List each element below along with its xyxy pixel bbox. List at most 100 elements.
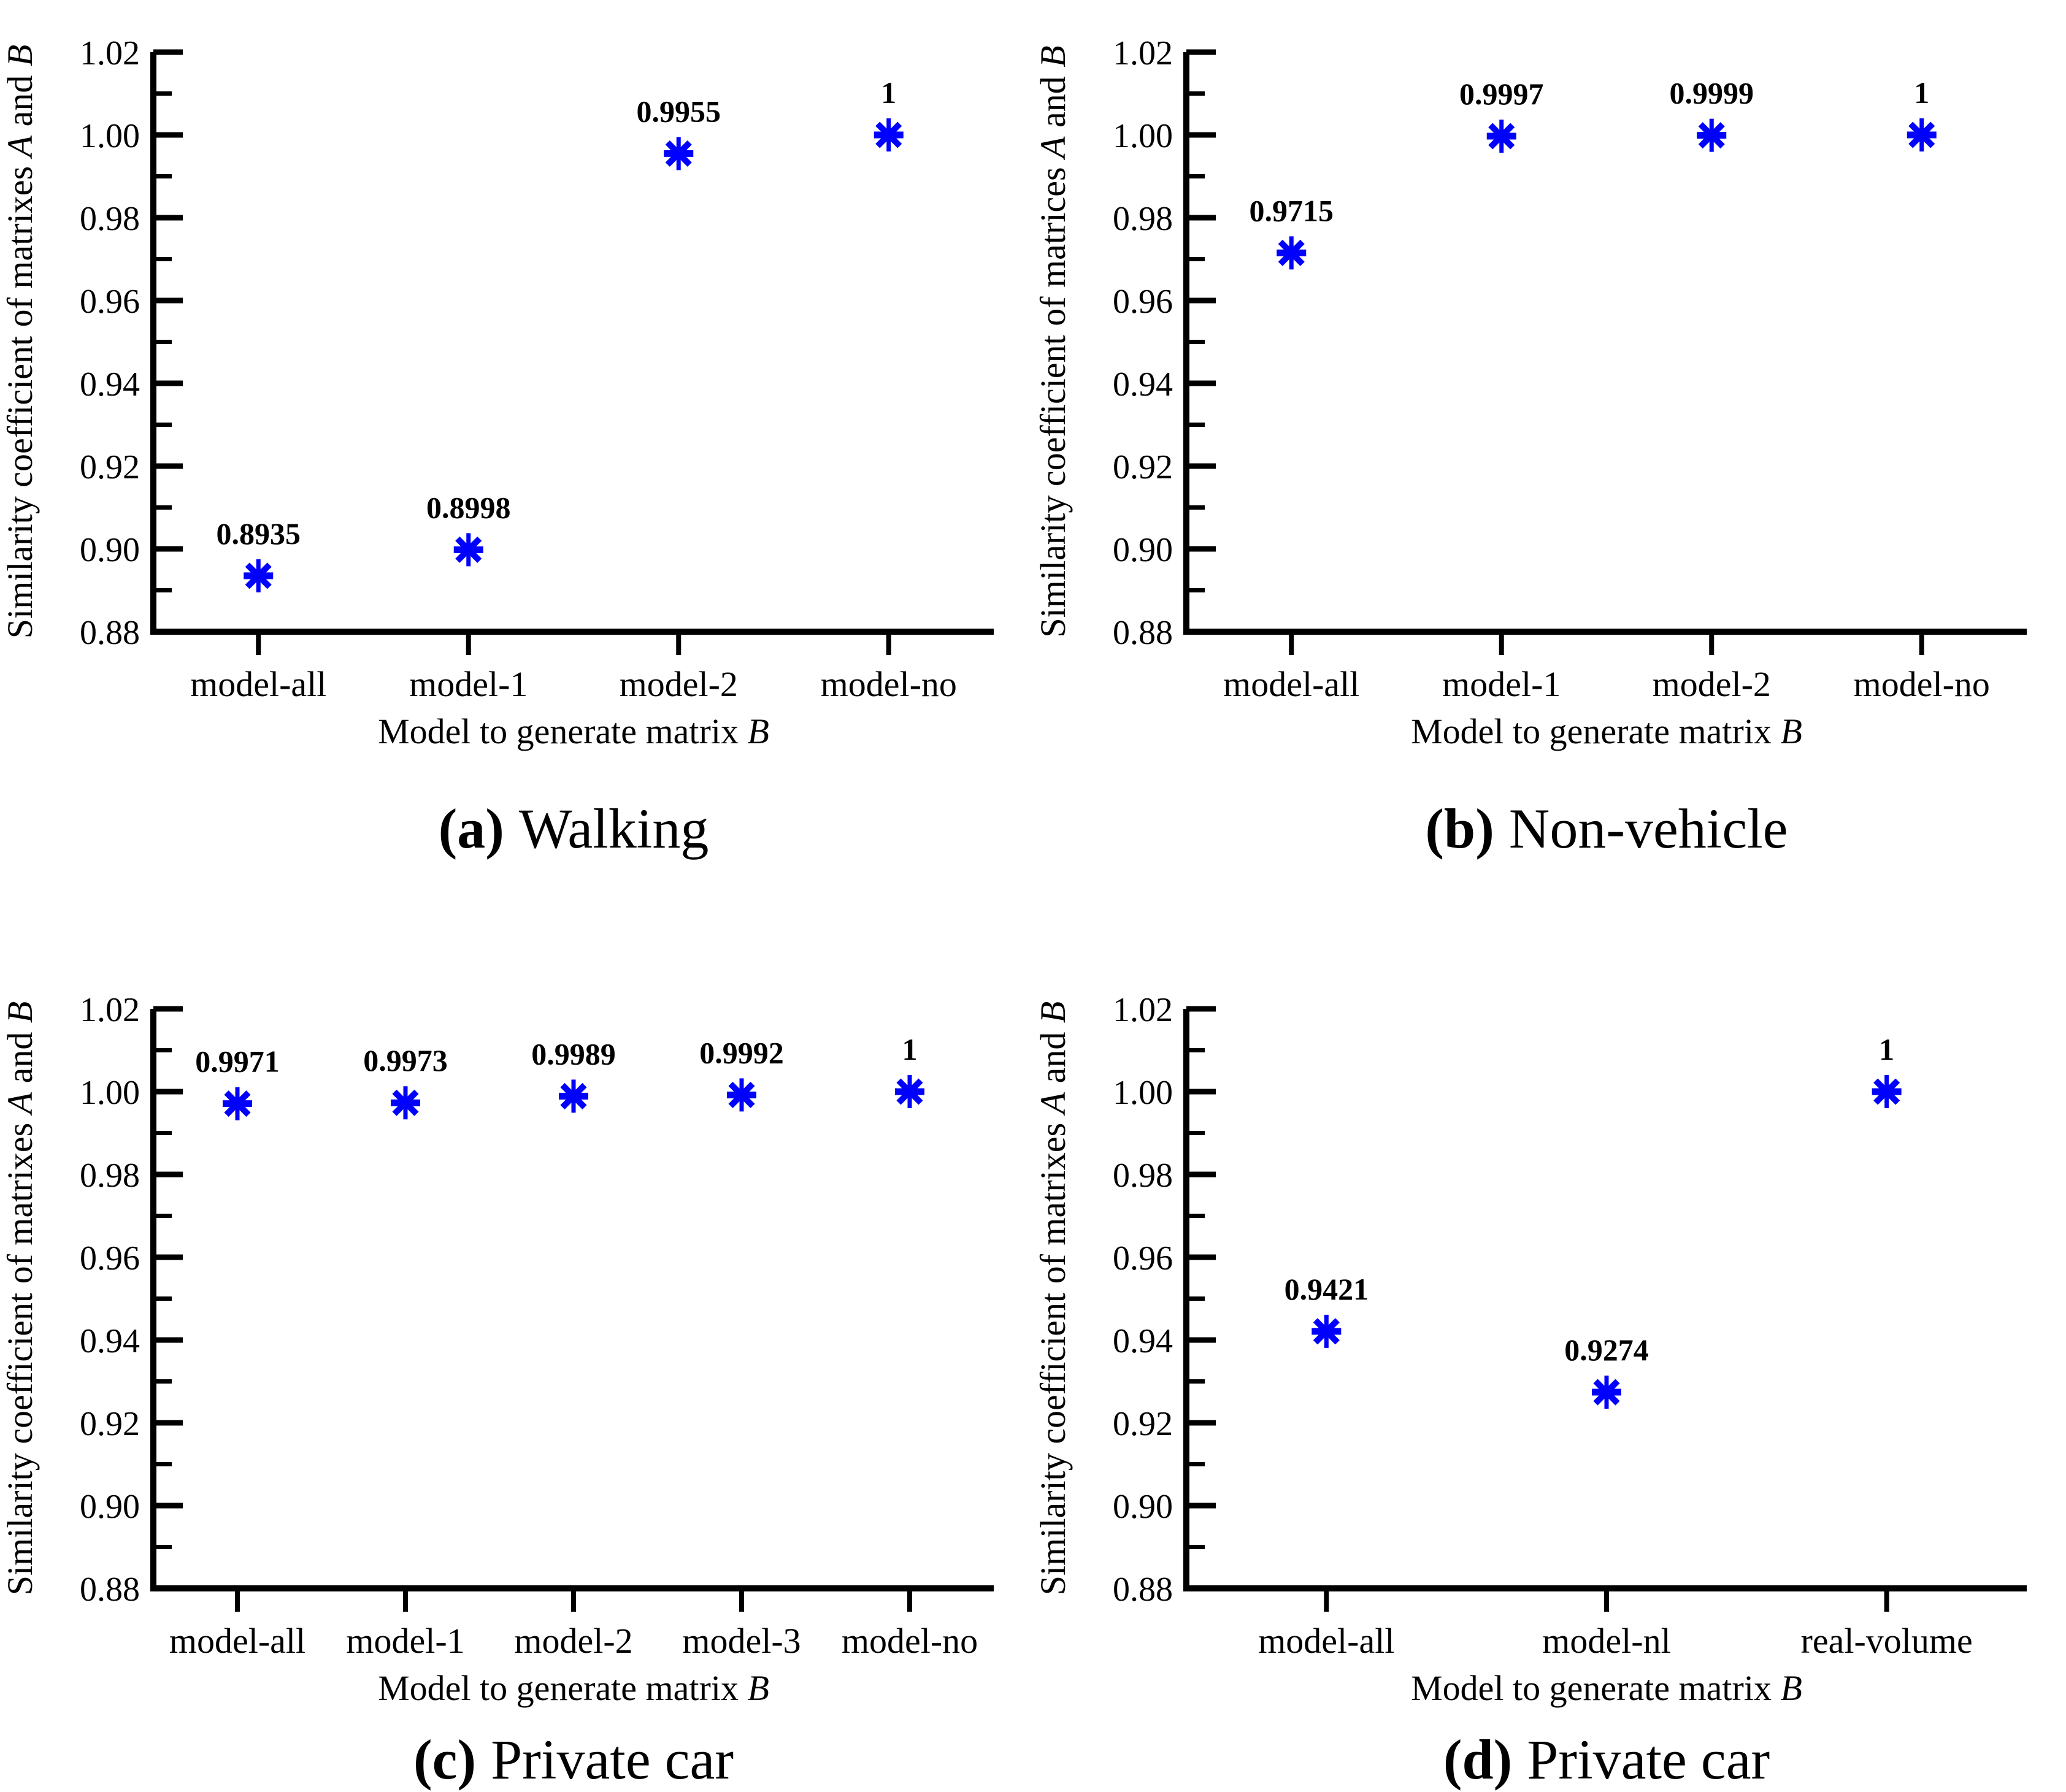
- y-tick-label: 0.90: [1113, 1488, 1173, 1526]
- y-tick-label: 0.90: [1113, 531, 1173, 569]
- y-tick-label: 0.88: [1113, 614, 1173, 652]
- y-tick-label: 0.94: [1113, 366, 1173, 404]
- chart-d: 0.88 0.90 0.92 0.94 0.96 0.98 1.00 1.02 model-al…: [1033, 991, 2027, 1708]
- data-point-marker: [391, 1086, 420, 1120]
- x-axis-title: Model to generate matrix B: [1411, 711, 1802, 751]
- y-tick-label: 0.90: [80, 1488, 140, 1526]
- data-point-marker: [664, 137, 694, 170]
- x-tick-label: model-1: [1442, 664, 1561, 704]
- value-label: 1: [1914, 75, 1929, 110]
- chart-a: 0.88 0.90 0.92 0.94 0.96 0.98 1.00 1.02 model-al…: [0, 34, 994, 751]
- y-tick-label: 1.02: [80, 34, 140, 72]
- y-axis-title: Similarity coefficient of matrices A and…: [1033, 45, 1073, 637]
- x-axis-title: Model to generate matrix B: [1411, 1668, 1802, 1708]
- x-tick-label: model-no: [821, 664, 957, 704]
- axis-spine: [1183, 52, 2027, 635]
- value-label: 0.9715: [1250, 193, 1334, 228]
- x-tick-label: model-all: [1223, 664, 1359, 704]
- x-tick-label: model-all: [169, 1621, 305, 1661]
- x-axis-title: Model to generate matrix B: [378, 711, 769, 751]
- data-point-marker: [453, 533, 483, 567]
- y-tick-label: 1.00: [1113, 117, 1173, 155]
- x-tick-label: model-nl: [1542, 1621, 1670, 1661]
- value-label: 0.9955: [637, 94, 721, 128]
- y-axis-title: Similarity coefficient of matrixes A and…: [0, 1001, 40, 1596]
- y-tick-label: 0.96: [1113, 283, 1173, 321]
- value-label: 1: [881, 75, 896, 110]
- y-tick-label: 0.92: [1113, 1405, 1173, 1443]
- y-tick-label: 0.94: [1113, 1322, 1173, 1360]
- caption-b-letter: (b): [1425, 797, 1494, 860]
- data-point-marker: [1907, 118, 1937, 151]
- x-tick-label: model-1: [346, 1621, 464, 1661]
- value-label: 0.9274: [1564, 1333, 1649, 1367]
- x-tick-label: model-2: [620, 664, 738, 704]
- value-label: 0.8935: [217, 516, 301, 551]
- y-tick-label: 0.98: [80, 1157, 140, 1195]
- chart-b: 0.88 0.90 0.92 0.94 0.96 0.98 1.00 1.02 model-al…: [1033, 34, 2027, 751]
- value-label: 0.9421: [1285, 1272, 1369, 1306]
- y-tick-label: 0.88: [1113, 1571, 1173, 1609]
- y-axis-title: Similarity coefficient of matrixes A and…: [0, 45, 40, 639]
- data-point-marker: [1872, 1075, 1902, 1108]
- caption-b: (b) Non-vehicle: [1033, 760, 2066, 957]
- caption-c-letter: (c): [413, 1728, 477, 1791]
- x-tick-label: model-2: [514, 1621, 632, 1661]
- y-tick-label: 0.98: [1113, 1157, 1173, 1195]
- y-tick-label: 0.98: [80, 200, 140, 238]
- y-tick-label: 1.00: [1113, 1074, 1173, 1112]
- value-label: 0.9999: [1670, 76, 1754, 110]
- y-tick-label: 0.88: [80, 614, 140, 652]
- x-tick-label: model-no: [842, 1621, 978, 1661]
- y-tick-label: 0.92: [80, 448, 140, 486]
- y-axis-title: Similarity coefficient of matrixes A and…: [1033, 1001, 1073, 1596]
- value-label: 0.9989: [531, 1036, 616, 1071]
- data-point-marker: [244, 559, 274, 592]
- y-tick-label: 0.96: [80, 283, 140, 321]
- caption-b-text: Non-vehicle: [1508, 797, 1788, 860]
- chart-c: 0.88 0.90 0.92 0.94 0.96 0.98 1.00 1.02 model-al…: [0, 991, 994, 1708]
- x-tick-label: model-2: [1653, 664, 1771, 704]
- data-point-marker: [223, 1087, 252, 1120]
- value-label: 1: [902, 1032, 918, 1066]
- y-tick-label: 0.88: [80, 1571, 140, 1609]
- value-label: 0.8998: [426, 490, 511, 524]
- x-tick-label: real-volume: [1801, 1621, 1973, 1661]
- x-axis-title: Model to generate matrix B: [378, 1668, 769, 1708]
- caption-a-letter: (a): [438, 797, 504, 860]
- data-point-marker: [1592, 1376, 1621, 1409]
- caption-c: (c) Private car: [0, 1717, 1033, 1791]
- x-tick-label: model-all: [190, 664, 326, 704]
- plot-area-b: 0.88 0.90 0.92 0.94 0.96 0.98 1.00 1.02 model-al…: [1113, 34, 2027, 704]
- y-tick-label: 0.94: [80, 366, 140, 404]
- value-label: 0.9992: [699, 1035, 784, 1070]
- y-tick-label: 1.00: [80, 117, 140, 155]
- data-point-marker: [1277, 236, 1307, 270]
- y-tick-label: 0.96: [80, 1239, 140, 1277]
- caption-d-letter: (d): [1443, 1728, 1513, 1791]
- x-tick-label: model-1: [409, 664, 528, 704]
- y-tick-label: 0.92: [80, 1405, 140, 1443]
- caption-a-text: Walking: [518, 797, 709, 860]
- value-label: 0.9971: [195, 1044, 280, 1079]
- value-label: 0.9997: [1459, 77, 1544, 111]
- x-tick-label: model-no: [1854, 664, 1990, 704]
- plot-area-c: 0.88 0.90 0.92 0.94 0.96 0.98 1.00 1.02 model-al…: [80, 991, 994, 1661]
- data-point-marker: [1311, 1314, 1342, 1348]
- value-label: 0.9973: [363, 1043, 448, 1078]
- y-tick-label: 0.94: [80, 1322, 140, 1360]
- plot-area-a: 0.88 0.90 0.92 0.94 0.96 0.98 1.00 1.02 model-al…: [80, 34, 994, 704]
- y-tick-label: 0.96: [1113, 1239, 1173, 1277]
- caption-d-text: Private car: [1527, 1728, 1770, 1791]
- data-point-marker: [1697, 118, 1727, 152]
- y-tick-label: 0.92: [1113, 448, 1173, 486]
- y-tick-label: 0.90: [80, 531, 140, 569]
- y-tick-label: 1.02: [1113, 34, 1173, 72]
- y-tick-label: 1.00: [80, 1074, 140, 1112]
- data-point-marker: [1486, 120, 1516, 153]
- data-point-marker: [874, 118, 904, 151]
- data-point-marker: [895, 1075, 924, 1108]
- y-tick-label: 0.98: [1113, 200, 1173, 238]
- x-tick-label: model-all: [1258, 1621, 1394, 1661]
